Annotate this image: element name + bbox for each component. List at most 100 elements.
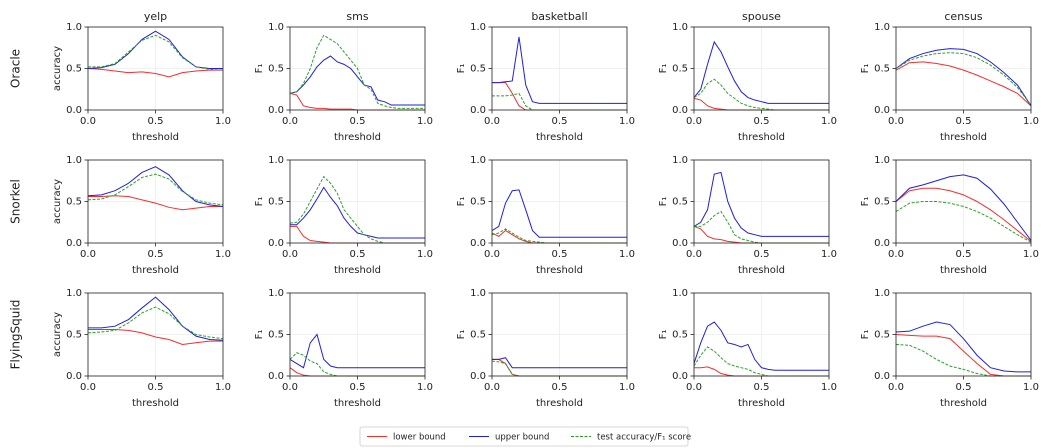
y-tick-label: 0.0 (66, 238, 82, 249)
y-axis-label: F₁ (254, 330, 265, 340)
y-axis-label: F₁ (254, 64, 265, 74)
x-axis-label: threshold (940, 265, 987, 276)
y-tick-label: 0.0 (470, 105, 486, 116)
x-tick-label: 0.5 (956, 116, 972, 127)
subplot: 0.0 0.5 1.0 0.0 0.5 1.0 threshold F₁ (860, 155, 1039, 276)
x-tick-label: 0.5 (754, 382, 770, 393)
y-tick-label: 0.0 (874, 105, 890, 116)
x-axis-label: threshold (132, 132, 179, 143)
y-tick-label: 1.0 (470, 288, 486, 299)
x-axis-label: threshold (536, 132, 583, 143)
x-tick-label: 1.0 (417, 116, 433, 127)
y-axis-label: F₁ (658, 330, 669, 340)
axes-frame (87, 159, 224, 244)
x-tick-label: 0.5 (350, 249, 366, 260)
x-axis-label: threshold (334, 265, 381, 276)
axes-frame (693, 159, 830, 244)
series-line (896, 201, 1031, 243)
x-axis-label: threshold (738, 132, 785, 143)
y-axis-label: F₁ (658, 197, 669, 207)
y-axis-label: accuracy (52, 179, 63, 224)
series-line (694, 321, 829, 371)
y-tick-label: 0.5 (268, 330, 284, 341)
x-tick-label: 1.0 (417, 382, 433, 393)
y-tick-label: 0.5 (672, 330, 688, 341)
series-line (290, 186, 425, 239)
x-tick-label: 0.0 (686, 116, 702, 127)
axes-frame (491, 26, 628, 111)
x-tick-label: 1.0 (215, 249, 231, 260)
x-tick-label: 0.5 (148, 382, 164, 393)
row-label: Oracle (9, 49, 23, 88)
y-tick-label: 0.5 (66, 197, 82, 208)
y-tick-label: 1.0 (66, 155, 82, 166)
subplot-title: yelp (144, 10, 167, 23)
x-tick-label: 0.5 (754, 116, 770, 127)
x-tick-label: 0.5 (552, 382, 568, 393)
legend-frame (359, 426, 689, 447)
x-tick-label: 1.0 (215, 382, 231, 393)
x-tick-label: 0.5 (956, 249, 972, 260)
y-tick-label: 0.5 (66, 64, 82, 75)
legend-label: test accuracy/F₁ score (597, 433, 691, 443)
x-tick-label: 0.0 (888, 382, 904, 393)
subplot: 0.0 0.5 1.0 0.0 0.5 1.0 threshold F₁ (860, 288, 1039, 409)
series-line (88, 329, 223, 345)
y-tick-label: 0.0 (672, 105, 688, 116)
series-line (492, 36, 627, 104)
series-line (896, 52, 1031, 106)
y-axis-label: F₁ (860, 197, 871, 207)
axes-frame (289, 292, 426, 377)
x-axis-label: threshold (738, 398, 785, 409)
series-line (290, 333, 425, 369)
x-tick-label: 1.0 (821, 116, 837, 127)
subplot-title: spouse (742, 10, 781, 23)
x-axis-label: threshold (940, 132, 987, 143)
x-tick-label: 0.0 (484, 382, 500, 393)
x-tick-label: 1.0 (619, 382, 635, 393)
series-line (694, 171, 829, 237)
y-axis-label: F₁ (456, 197, 467, 207)
x-tick-label: 1.0 (1023, 249, 1039, 260)
subplot-title: census (944, 10, 982, 23)
subplot: 0.0 0.5 1.0 0.0 0.5 1.0 threshold F₁ (456, 288, 635, 409)
x-axis-label: threshold (940, 398, 987, 409)
x-tick-label: 0.0 (686, 249, 702, 260)
legend-label: lower bound (393, 433, 446, 443)
axes-frame (693, 292, 830, 377)
y-tick-label: 1.0 (470, 155, 486, 166)
x-tick-label: 0.0 (686, 382, 702, 393)
subplot: 0.0 0.5 1.0 0.0 0.5 1.0 spouse threshold F₁ (658, 10, 837, 143)
series-line (88, 173, 223, 206)
x-tick-label: 0.0 (80, 382, 96, 393)
y-tick-label: 0.0 (672, 371, 688, 382)
subplot: 0.0 0.5 1.0 0.0 0.5 1.0 yelp threshold accuracy O… (9, 10, 231, 143)
x-tick-label: 0.0 (484, 116, 500, 127)
y-tick-label: 1.0 (672, 155, 688, 166)
x-tick-label: 0.5 (956, 382, 972, 393)
x-tick-label: 0.0 (282, 382, 298, 393)
x-axis-label: threshold (132, 265, 179, 276)
subplot: 0.0 0.5 1.0 0.0 0.5 1.0 threshold F₁ (658, 155, 837, 276)
y-tick-label: 0.0 (66, 105, 82, 116)
x-tick-label: 0.5 (552, 249, 568, 260)
x-tick-label: 1.0 (215, 116, 231, 127)
axes-frame (895, 292, 1032, 377)
x-tick-label: 0.5 (552, 116, 568, 127)
y-tick-label: 0.0 (268, 371, 284, 382)
y-tick-label: 0.5 (672, 197, 688, 208)
y-tick-label: 0.5 (874, 330, 890, 341)
series-line (492, 357, 627, 369)
axes-frame (895, 26, 1032, 111)
y-tick-label: 0.0 (268, 238, 284, 249)
subplot: 0.0 0.5 1.0 0.0 0.5 1.0 census threshold F₁ (860, 10, 1039, 143)
x-tick-label: 0.5 (148, 249, 164, 260)
y-tick-label: 0.5 (470, 197, 486, 208)
x-tick-label: 1.0 (1023, 116, 1039, 127)
axes-frame (895, 159, 1032, 244)
series-line (88, 306, 223, 340)
y-tick-label: 1.0 (672, 22, 688, 33)
x-tick-label: 0.0 (888, 249, 904, 260)
series-line (896, 48, 1031, 107)
